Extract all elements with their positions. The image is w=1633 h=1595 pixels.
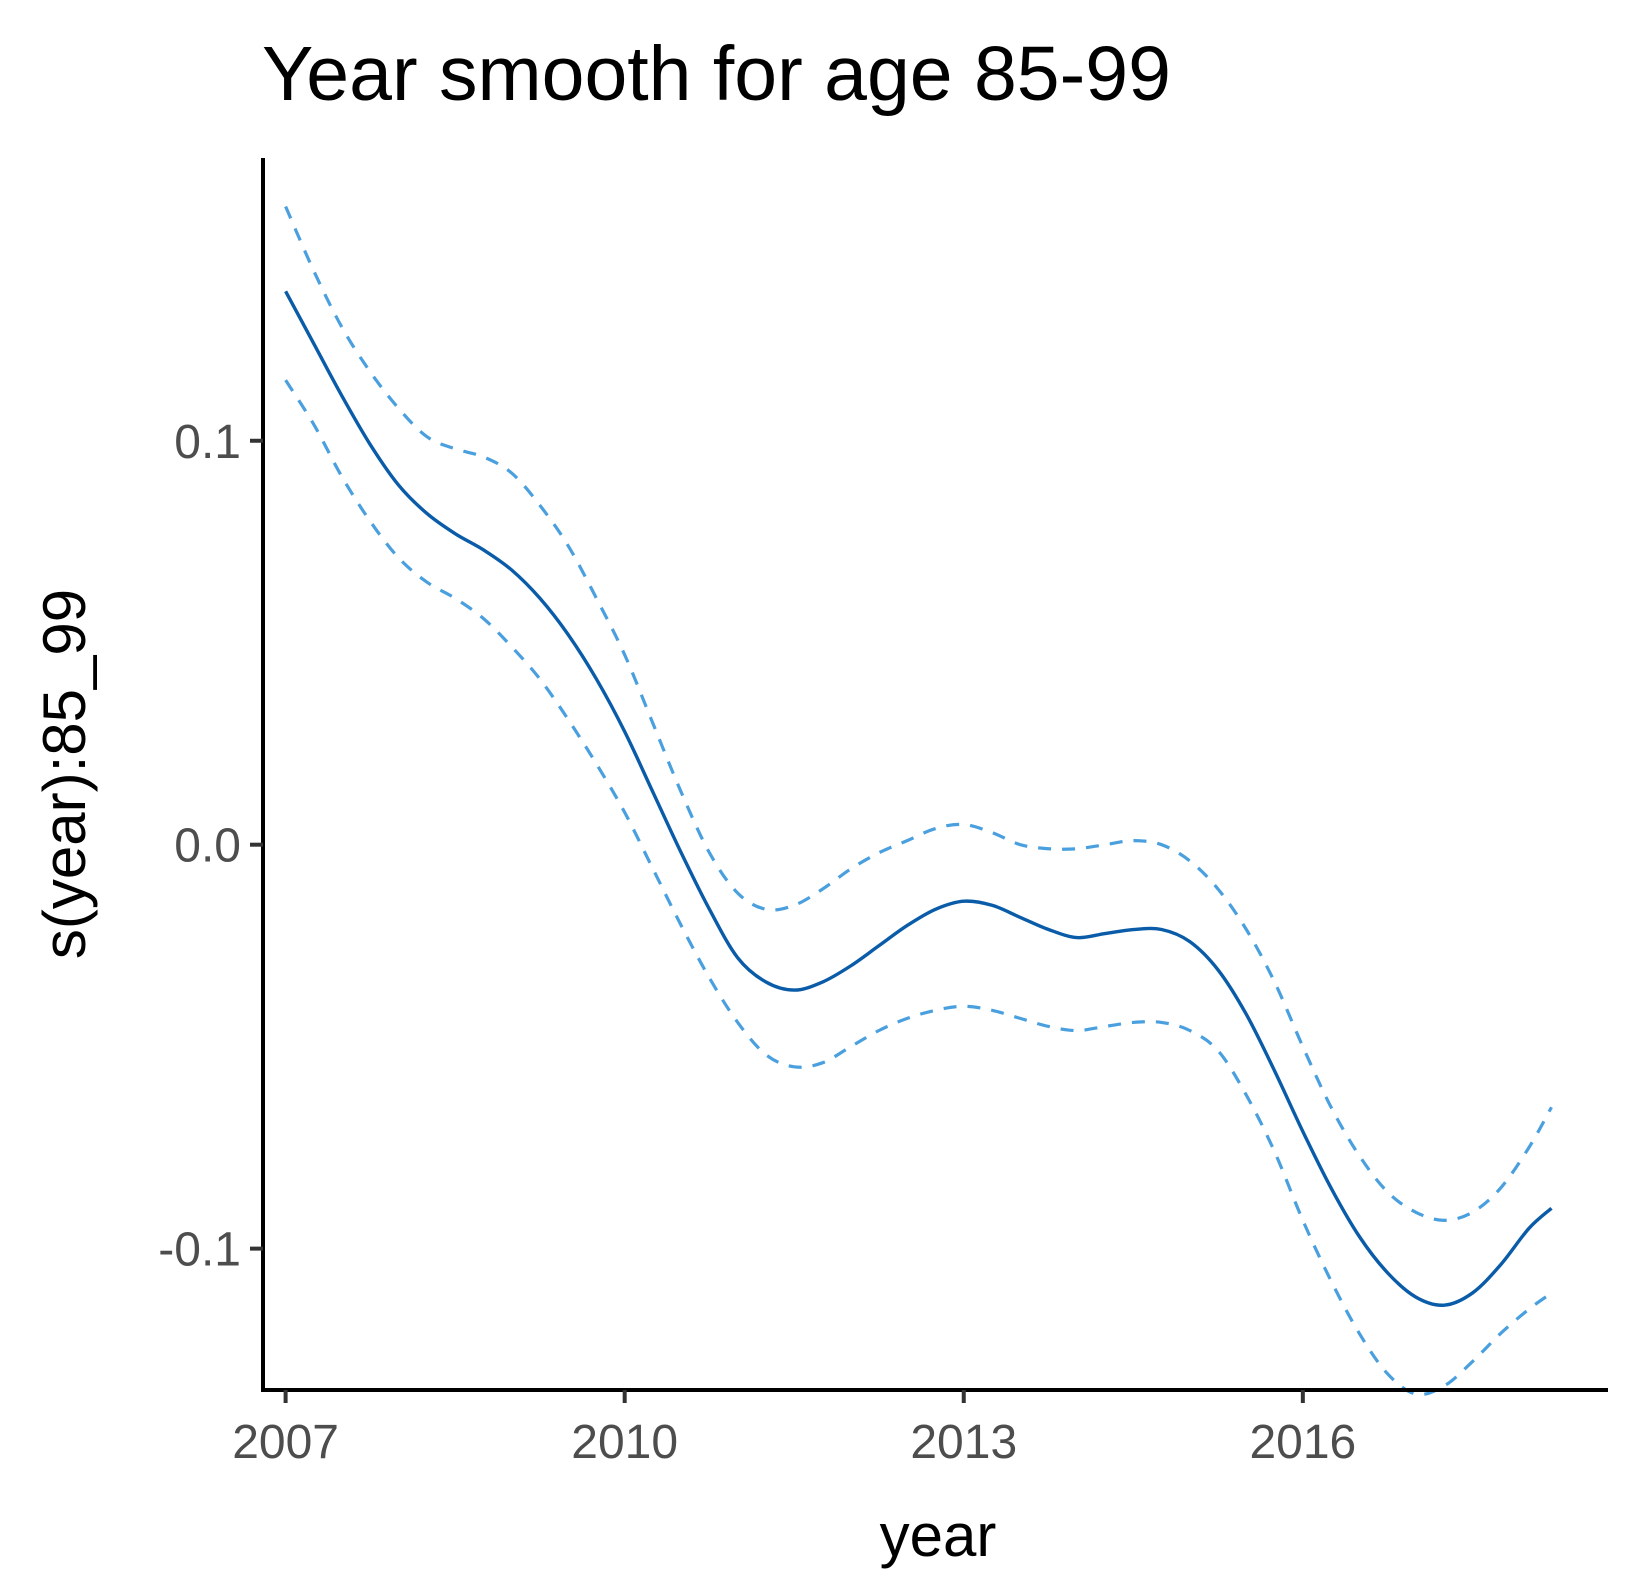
y-tick-label: -0.1	[158, 1224, 241, 1277]
y-tick-label: 0.1	[174, 416, 241, 469]
y-axis-ticks: 0.1 0.0 -0.1	[158, 416, 263, 1277]
y-tick-label: 0.0	[174, 820, 241, 873]
plot-area	[284, 205, 1553, 1397]
x-tick-label: 2013	[910, 1416, 1017, 1469]
confidence-upper-line	[284, 205, 1553, 1222]
x-tick-label: 2007	[232, 1416, 339, 1469]
x-tick-label: 2016	[1249, 1416, 1356, 1469]
x-axis-ticks: 2007 2010 2013 2016	[232, 1390, 1356, 1469]
x-axis-title: year	[880, 1502, 997, 1569]
x-tick-label: 2010	[571, 1416, 678, 1469]
smooth-estimate-line	[284, 290, 1553, 1307]
y-axis-title: s(year):85_99	[31, 589, 98, 959]
chart-title: Year smooth for age 85-99	[262, 31, 1171, 117]
confidence-lower-line	[284, 379, 1553, 1397]
